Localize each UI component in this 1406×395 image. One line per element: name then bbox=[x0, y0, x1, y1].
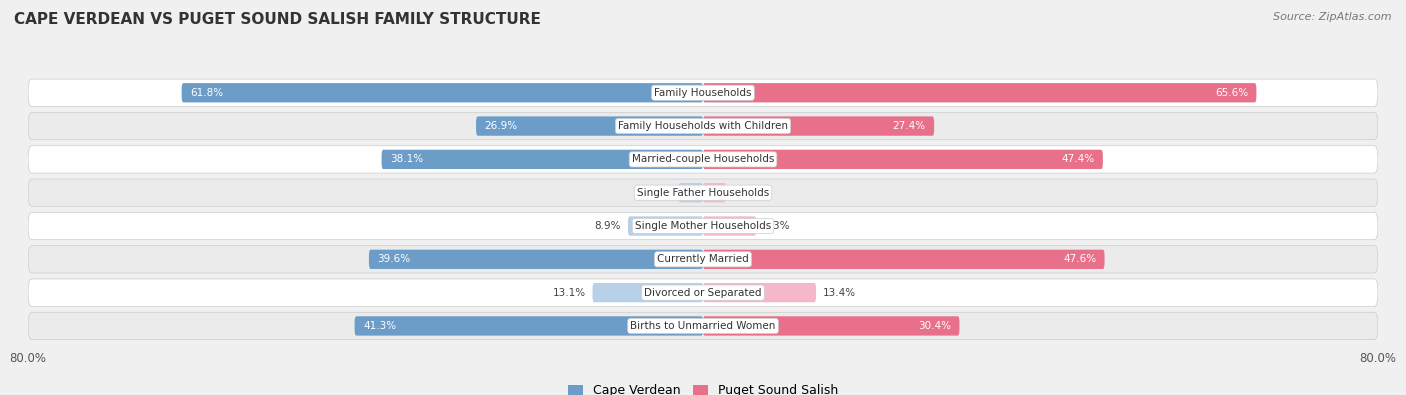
Text: 41.3%: 41.3% bbox=[363, 321, 396, 331]
Text: 8.9%: 8.9% bbox=[595, 221, 621, 231]
Text: 47.4%: 47.4% bbox=[1062, 154, 1094, 164]
Text: Divorced or Separated: Divorced or Separated bbox=[644, 288, 762, 298]
FancyBboxPatch shape bbox=[28, 113, 1378, 140]
FancyBboxPatch shape bbox=[28, 279, 1378, 306]
FancyBboxPatch shape bbox=[28, 213, 1378, 240]
FancyBboxPatch shape bbox=[28, 146, 1378, 173]
FancyBboxPatch shape bbox=[28, 179, 1378, 206]
Text: 47.6%: 47.6% bbox=[1063, 254, 1097, 264]
FancyBboxPatch shape bbox=[368, 250, 703, 269]
FancyBboxPatch shape bbox=[28, 246, 1378, 273]
FancyBboxPatch shape bbox=[354, 316, 703, 336]
FancyBboxPatch shape bbox=[28, 79, 1378, 106]
Text: 6.3%: 6.3% bbox=[763, 221, 789, 231]
FancyBboxPatch shape bbox=[703, 316, 959, 336]
Text: CAPE VERDEAN VS PUGET SOUND SALISH FAMILY STRUCTURE: CAPE VERDEAN VS PUGET SOUND SALISH FAMIL… bbox=[14, 12, 541, 27]
FancyBboxPatch shape bbox=[703, 83, 1257, 102]
Text: Currently Married: Currently Married bbox=[657, 254, 749, 264]
Text: Family Households: Family Households bbox=[654, 88, 752, 98]
FancyBboxPatch shape bbox=[477, 117, 703, 136]
Text: 61.8%: 61.8% bbox=[190, 88, 224, 98]
Text: Births to Unmarried Women: Births to Unmarried Women bbox=[630, 321, 776, 331]
Text: Married-couple Households: Married-couple Households bbox=[631, 154, 775, 164]
FancyBboxPatch shape bbox=[703, 216, 756, 236]
Text: 2.9%: 2.9% bbox=[645, 188, 672, 198]
Text: 39.6%: 39.6% bbox=[377, 254, 411, 264]
Text: Single Mother Households: Single Mother Households bbox=[636, 221, 770, 231]
FancyBboxPatch shape bbox=[703, 150, 1102, 169]
Text: Single Father Households: Single Father Households bbox=[637, 188, 769, 198]
Text: 30.4%: 30.4% bbox=[918, 321, 950, 331]
Text: Source: ZipAtlas.com: Source: ZipAtlas.com bbox=[1274, 12, 1392, 22]
FancyBboxPatch shape bbox=[381, 150, 703, 169]
FancyBboxPatch shape bbox=[28, 312, 1378, 340]
FancyBboxPatch shape bbox=[703, 283, 815, 302]
FancyBboxPatch shape bbox=[703, 250, 1105, 269]
Legend: Cape Verdean, Puget Sound Salish: Cape Verdean, Puget Sound Salish bbox=[562, 379, 844, 395]
Text: Family Households with Children: Family Households with Children bbox=[619, 121, 787, 131]
FancyBboxPatch shape bbox=[628, 216, 703, 236]
FancyBboxPatch shape bbox=[703, 117, 934, 136]
Text: 38.1%: 38.1% bbox=[389, 154, 423, 164]
Text: 13.4%: 13.4% bbox=[823, 288, 856, 298]
FancyBboxPatch shape bbox=[679, 183, 703, 202]
Text: 26.9%: 26.9% bbox=[485, 121, 517, 131]
FancyBboxPatch shape bbox=[703, 183, 725, 202]
Text: 27.4%: 27.4% bbox=[893, 121, 925, 131]
FancyBboxPatch shape bbox=[592, 283, 703, 302]
FancyBboxPatch shape bbox=[181, 83, 703, 102]
Text: 13.1%: 13.1% bbox=[553, 288, 586, 298]
Text: 65.6%: 65.6% bbox=[1215, 88, 1249, 98]
Text: 2.7%: 2.7% bbox=[733, 188, 759, 198]
